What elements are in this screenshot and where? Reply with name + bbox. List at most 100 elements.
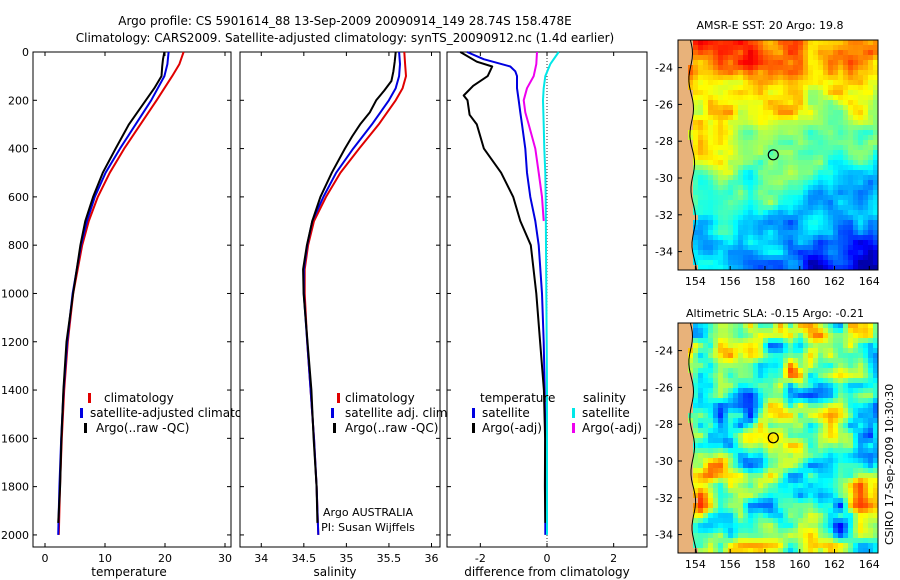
map-cell [753, 448, 759, 454]
map-cell [773, 75, 779, 81]
map-cell [813, 373, 819, 379]
map-cell [828, 453, 834, 459]
map-cell [678, 473, 684, 479]
temperature-legend: climatology satellite-adjusted climatolo… [80, 391, 268, 435]
map-cell [868, 403, 874, 409]
map-cell [713, 433, 719, 439]
map-cell [853, 135, 859, 141]
map-cell [778, 428, 784, 434]
map-cell [793, 533, 799, 539]
map-cell [823, 368, 829, 374]
map-cell [708, 378, 714, 384]
map-cell [853, 95, 859, 101]
map-cell [773, 383, 779, 389]
map-cell [853, 75, 859, 81]
map-cell [778, 523, 784, 529]
map-cell [838, 328, 844, 334]
map-cell [873, 483, 879, 489]
map-cell [753, 165, 759, 171]
map-cell [813, 110, 819, 116]
map-cell [698, 323, 704, 329]
map-cell [718, 120, 724, 126]
map-cell [693, 393, 699, 399]
map-cell [768, 538, 774, 544]
map-cell [863, 255, 869, 261]
map-cell [733, 383, 739, 389]
map-cell [678, 333, 684, 339]
map-cell [848, 155, 854, 161]
map-cell [753, 50, 759, 56]
map-cell [798, 130, 804, 136]
x-tick-label: 0 [544, 552, 551, 565]
map-cell [798, 368, 804, 374]
map-cell [768, 458, 774, 464]
map-cell [693, 225, 699, 231]
map-cell [723, 110, 729, 116]
map-cell [788, 225, 794, 231]
map-cell [733, 498, 739, 504]
map-cell [873, 438, 879, 444]
map-cell [743, 120, 749, 126]
map-cell [843, 438, 849, 444]
map-cell [858, 240, 864, 246]
map-cell [778, 548, 784, 554]
map-cell [818, 210, 824, 216]
map-cell [863, 235, 869, 241]
map-cell [708, 343, 714, 349]
map-cell [683, 190, 689, 196]
map-cell [743, 75, 749, 81]
map-cell [868, 458, 874, 464]
map-cell [708, 145, 714, 151]
map-cell [803, 518, 809, 524]
map-cell [833, 363, 839, 369]
map-cell [693, 538, 699, 544]
map-cell [828, 348, 834, 354]
map-cell [788, 348, 794, 354]
map-cell [803, 185, 809, 191]
map-cell [848, 260, 854, 266]
map-cell [833, 463, 839, 469]
map-cell [693, 333, 699, 339]
map-cell [723, 165, 729, 171]
map-cell [868, 170, 874, 176]
map-cell [793, 175, 799, 181]
map-cell [838, 418, 844, 424]
map-cell [728, 90, 734, 96]
map-cell [873, 215, 879, 221]
map-cell [723, 438, 729, 444]
map-cell [833, 498, 839, 504]
map-cell [848, 493, 854, 499]
map-cell [688, 135, 694, 141]
map-cell [683, 240, 689, 246]
map-cell [803, 90, 809, 96]
map-cell [708, 130, 714, 136]
map-cell [778, 343, 784, 349]
map-cell [833, 523, 839, 529]
map-cell [778, 358, 784, 364]
map-cell [768, 528, 774, 534]
map-cell [838, 498, 844, 504]
map-cell [873, 428, 879, 434]
map-cell [728, 70, 734, 76]
map-cell [728, 463, 734, 469]
map-cell [828, 165, 834, 171]
map-cell [713, 120, 719, 126]
map-cell [773, 368, 779, 374]
map-cell [753, 498, 759, 504]
map-cell [733, 473, 739, 479]
map-cell [733, 150, 739, 156]
map-cell [873, 75, 879, 81]
map-cell [848, 100, 854, 106]
map-cell [728, 50, 734, 56]
map-cell [803, 80, 809, 86]
map-cell [808, 428, 814, 434]
map-cell [713, 160, 719, 166]
map-cell [828, 363, 834, 369]
map-cell [703, 478, 709, 484]
map-cell [793, 358, 799, 364]
map-cell [803, 543, 809, 549]
map-cell [688, 388, 694, 394]
map-cell [818, 105, 824, 111]
map-cell [763, 100, 769, 106]
map-cell [823, 548, 829, 554]
